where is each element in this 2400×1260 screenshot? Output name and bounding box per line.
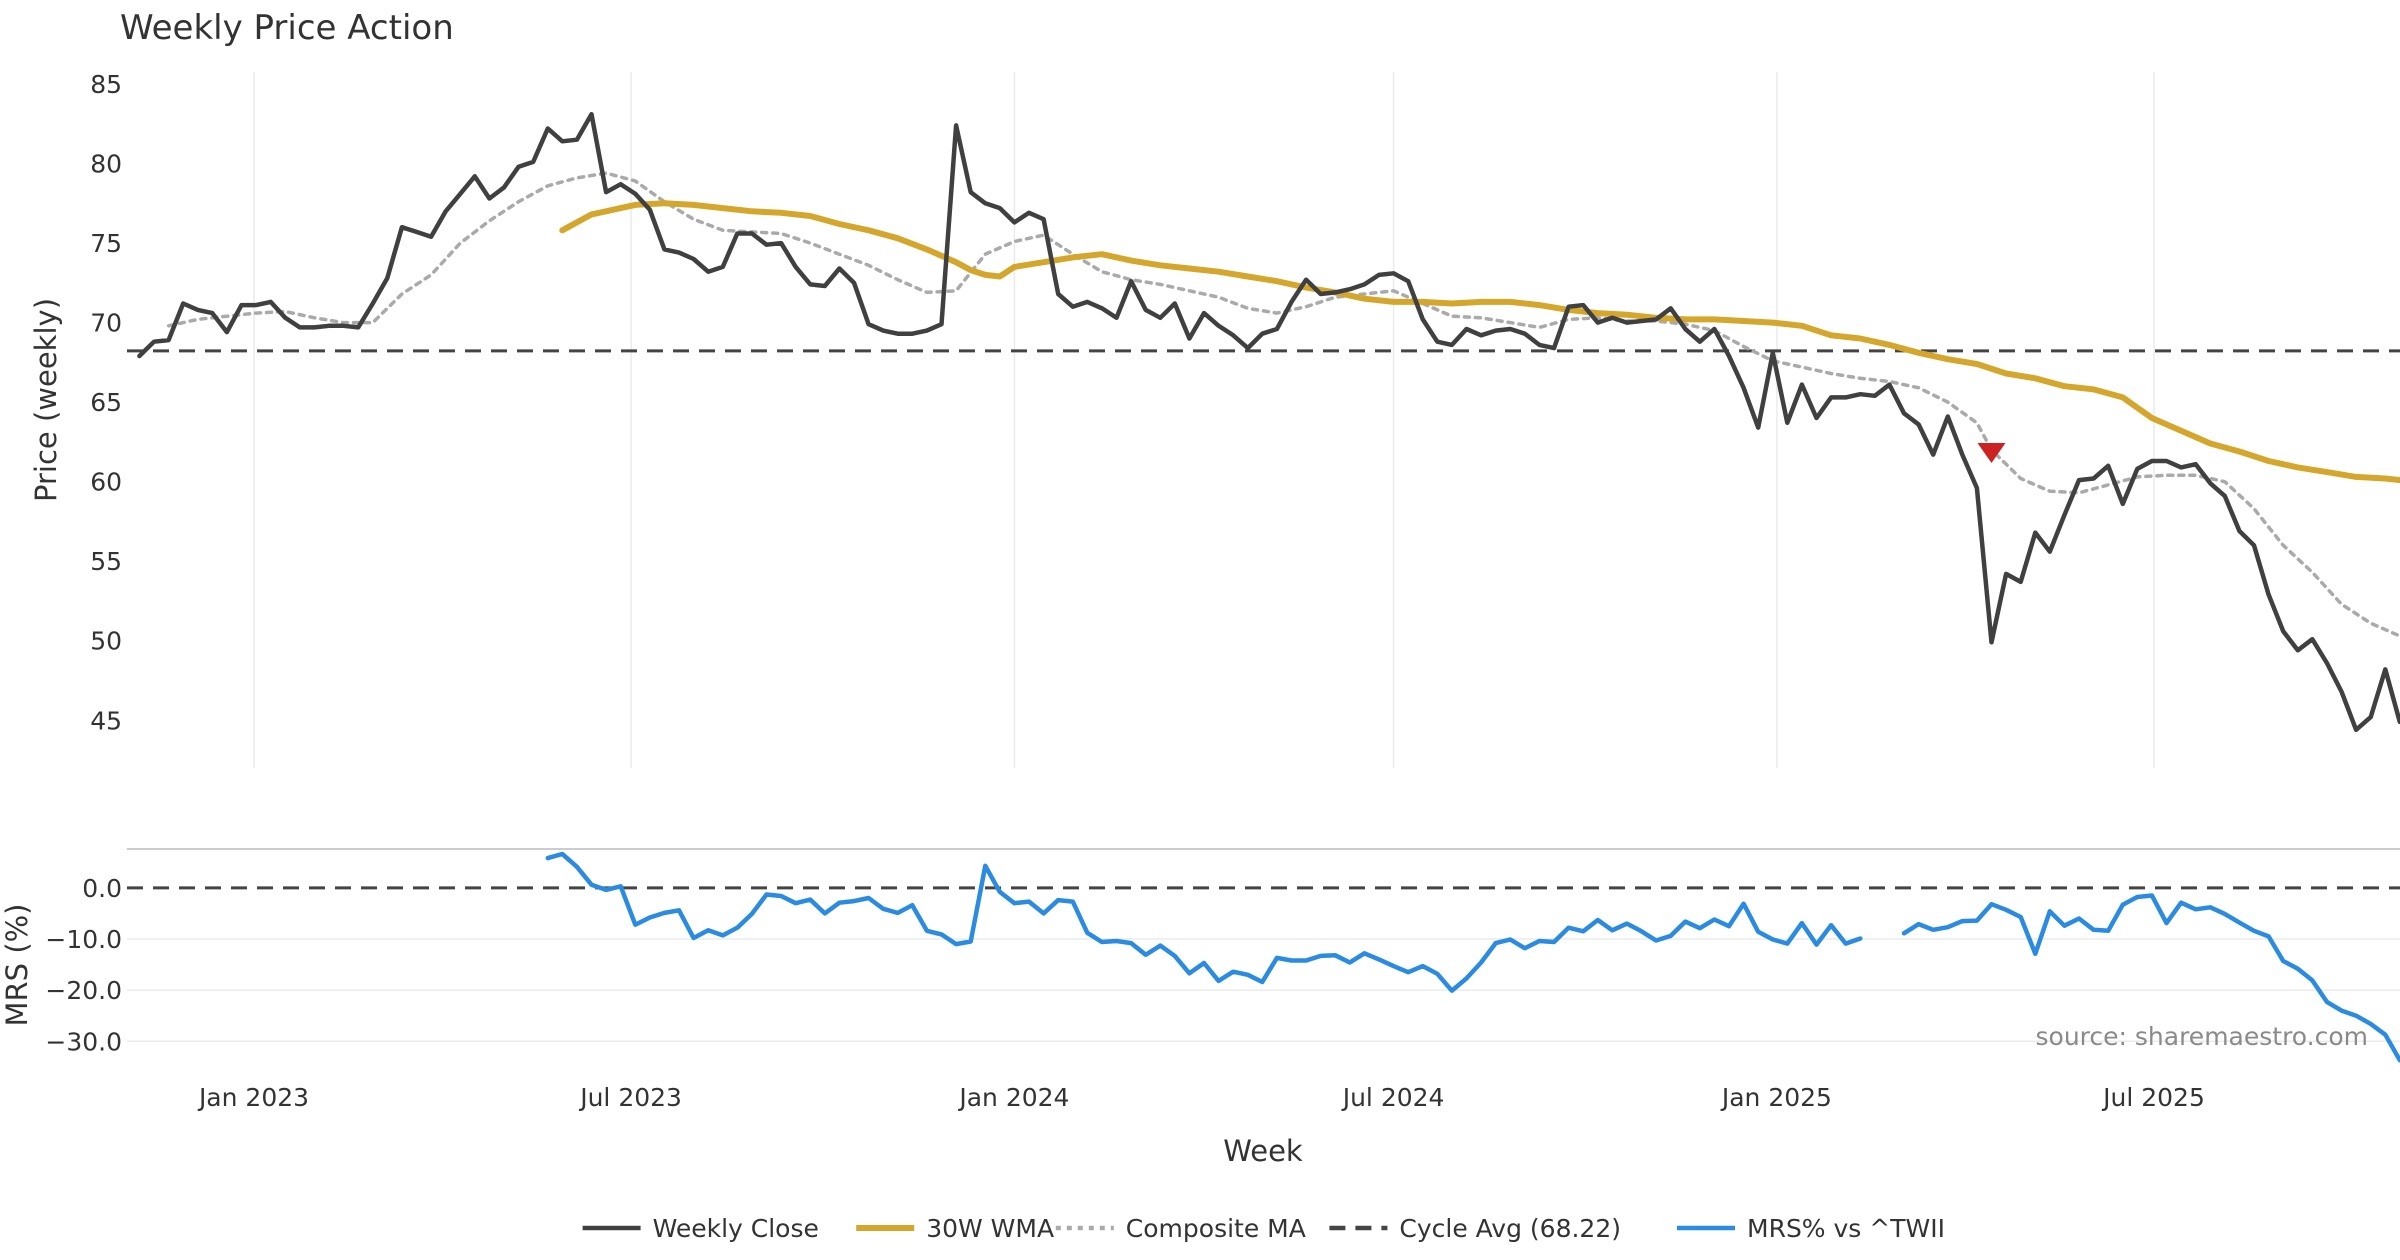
mrs-gridlines bbox=[127, 938, 2400, 1043]
down-triangle-marker bbox=[1977, 443, 2006, 464]
mrs-y-tick-label: 0.0 bbox=[82, 874, 122, 903]
series-mrs-segment-1 bbox=[1901, 893, 2400, 1063]
price-y-ticks: 45 50 55 60 65 70 75 80 85 bbox=[90, 70, 122, 735]
legend-item-mrs-vs-twii: MRS% vs ^TWII bbox=[1677, 1214, 1945, 1243]
x-tick-label: Jan 2024 bbox=[957, 1083, 1069, 1112]
price-y-tick-label: 50 bbox=[90, 627, 122, 656]
x-tick-label: Jul 2024 bbox=[1341, 1083, 1445, 1112]
legend-label: Cycle Avg (68.22) bbox=[1399, 1214, 1621, 1243]
price-y-tick-label: 45 bbox=[90, 706, 122, 735]
x-tick-label: Jul 2025 bbox=[2101, 1083, 2205, 1112]
price-y-tick-label: 70 bbox=[90, 309, 122, 338]
price-y-tick-label: 60 bbox=[90, 468, 122, 497]
x-tick-label: Jan 2025 bbox=[1720, 1083, 1832, 1112]
price-series-group bbox=[127, 111, 2400, 733]
x-tick-label: Jul 2023 bbox=[578, 1083, 682, 1112]
price-y-axis-label: Price (weekly) bbox=[29, 298, 63, 502]
chart-title: Weekly Price Action bbox=[120, 8, 454, 48]
legend: Weekly Close 30W WMA Composite MA Cycle Avg… bbox=[582, 1214, 1945, 1243]
legend-label: MRS% vs ^TWII bbox=[1747, 1214, 1945, 1243]
legend-label: Composite MA bbox=[1126, 1214, 1306, 1243]
mrs-y-tick-label: −30.0 bbox=[45, 1027, 122, 1056]
price-y-tick-label: 85 bbox=[90, 70, 122, 99]
series-mrs-segment-0 bbox=[545, 851, 1863, 993]
price-gridlines bbox=[253, 72, 2155, 768]
legend-item-weekly-close: Weekly Close bbox=[582, 1214, 819, 1243]
x-tick-label: Jan 2023 bbox=[197, 1083, 309, 1112]
legend-item-composite-ma: Composite MA bbox=[1055, 1214, 1306, 1243]
series-30w-wma bbox=[559, 200, 2400, 484]
x-axis-label: Week bbox=[1223, 1134, 1303, 1168]
mrs-y-axis-label: MRS (%) bbox=[0, 904, 34, 1027]
mrs-y-tick-label: −20.0 bbox=[45, 976, 122, 1005]
legend-label: 30W WMA bbox=[926, 1214, 1054, 1243]
price-y-tick-label: 75 bbox=[90, 229, 122, 258]
series-composite-ma bbox=[166, 171, 2400, 638]
legend-item-cycle-avg-68-22: Cycle Avg (68.22) bbox=[1329, 1214, 1621, 1243]
legend-item-30w-wma: 30W WMA bbox=[856, 1214, 1054, 1243]
mrs-series-group bbox=[127, 851, 2400, 1063]
price-y-tick-label: 65 bbox=[90, 388, 122, 417]
price-y-tick-label: 80 bbox=[90, 150, 122, 179]
source-text: source: sharemaestro.com bbox=[2036, 1022, 2369, 1051]
mrs-y-ticks: 0.0 −10.0 −20.0 −30.0 bbox=[45, 874, 122, 1056]
mrs-y-tick-label: −10.0 bbox=[45, 925, 122, 954]
x-axis-ticks: Jan 2023 Jul 2023 Jan 2024 Jul 2024 Jan 2025… bbox=[197, 1083, 2205, 1112]
legend-label: Weekly Close bbox=[653, 1214, 819, 1243]
series-weekly-close bbox=[137, 111, 2400, 733]
price-y-tick-label: 55 bbox=[90, 547, 122, 576]
